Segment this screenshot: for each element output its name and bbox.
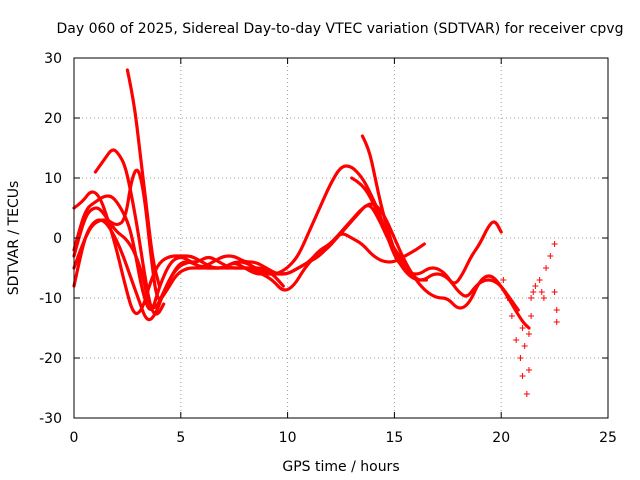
chart-title: Day 060 of 2025, Sidereal Day-to-day VTE… xyxy=(57,21,624,37)
data-series xyxy=(72,68,531,330)
x-tick-label: 10 xyxy=(279,430,297,446)
scatter-points xyxy=(500,241,560,397)
x-axis-label: GPS time / hours xyxy=(282,459,399,475)
series-arc-d xyxy=(72,164,503,311)
scatter-point xyxy=(517,355,524,361)
y-tick-label: 0 xyxy=(53,231,62,247)
y-tick-label: -30 xyxy=(39,411,62,427)
scatter-point xyxy=(508,313,515,319)
scatter-point xyxy=(538,289,545,295)
x-tick-label: 20 xyxy=(492,430,510,446)
series-arc-h xyxy=(360,134,520,312)
x-tick-label: 5 xyxy=(176,430,185,446)
series-arc-e xyxy=(72,168,285,301)
scatter-point xyxy=(547,253,554,259)
y-axis-label: SDTVAR / TECUs xyxy=(6,181,22,296)
series-arc-f xyxy=(93,148,166,316)
scatter-point xyxy=(551,289,558,295)
axis-ticks: 0 5 10 15 20 25 -30 -20 -10 0 10 20 30 xyxy=(39,51,617,446)
scatter-point xyxy=(525,367,532,373)
series-arc-a xyxy=(72,206,426,310)
scatter-point xyxy=(543,265,550,271)
y-tick-label: -20 xyxy=(39,351,62,367)
scatter-point xyxy=(504,295,511,301)
series-arc-i xyxy=(350,176,531,330)
series-arc-c xyxy=(72,190,428,316)
scatter-point xyxy=(525,331,532,337)
scatter-point xyxy=(521,343,528,349)
y-tick-label: -10 xyxy=(39,291,62,307)
scatter-point xyxy=(532,283,539,289)
scatter-point xyxy=(513,337,520,343)
scatter-point xyxy=(530,289,537,295)
scatter-point xyxy=(519,373,526,379)
scatter-point xyxy=(528,313,535,319)
scatter-point xyxy=(553,307,560,313)
x-tick-label: 15 xyxy=(385,430,403,446)
series-arc-g xyxy=(125,68,161,288)
scatter-point xyxy=(523,391,530,397)
grid xyxy=(74,58,608,418)
x-tick-label: 25 xyxy=(599,430,617,446)
x-tick-label: 0 xyxy=(70,430,79,446)
scatter-point xyxy=(551,241,558,247)
y-tick-label: 10 xyxy=(44,171,62,187)
scatter-point xyxy=(528,295,535,301)
scatter-point xyxy=(500,277,507,283)
y-tick-label: 30 xyxy=(44,51,62,67)
y-tick-label: 20 xyxy=(44,111,62,127)
scatter-point xyxy=(536,277,543,283)
scatter-point xyxy=(553,319,560,325)
scatter-point xyxy=(540,295,547,301)
scatter-point xyxy=(519,325,526,331)
